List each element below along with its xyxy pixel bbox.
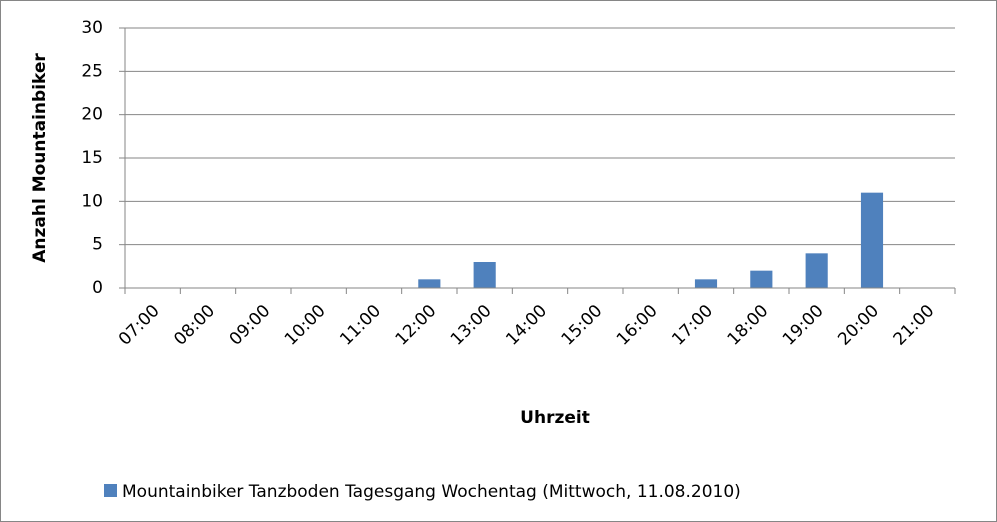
- y-tick-label: 30: [81, 18, 103, 38]
- y-tick-label: 10: [81, 191, 103, 211]
- y-tick-label: 20: [81, 105, 103, 125]
- bar: [860, 192, 884, 288]
- bar: [805, 253, 828, 288]
- bar: [418, 279, 441, 288]
- bar: [473, 262, 496, 288]
- bar: [750, 270, 773, 288]
- y-tick-label: 0: [92, 278, 103, 298]
- legend-swatch: [104, 484, 117, 497]
- y-axis-title: Anzahl Mountainbiker: [30, 53, 50, 263]
- legend-label: Mountainbiker Tanzboden Tagesgang Wochen…: [122, 482, 741, 502]
- x-axis-title: Uhrzeit: [520, 408, 590, 428]
- y-tick-label: 15: [81, 148, 103, 168]
- y-tick-label: 25: [81, 61, 103, 81]
- y-tick-label: 5: [92, 235, 103, 255]
- bar: [694, 279, 718, 288]
